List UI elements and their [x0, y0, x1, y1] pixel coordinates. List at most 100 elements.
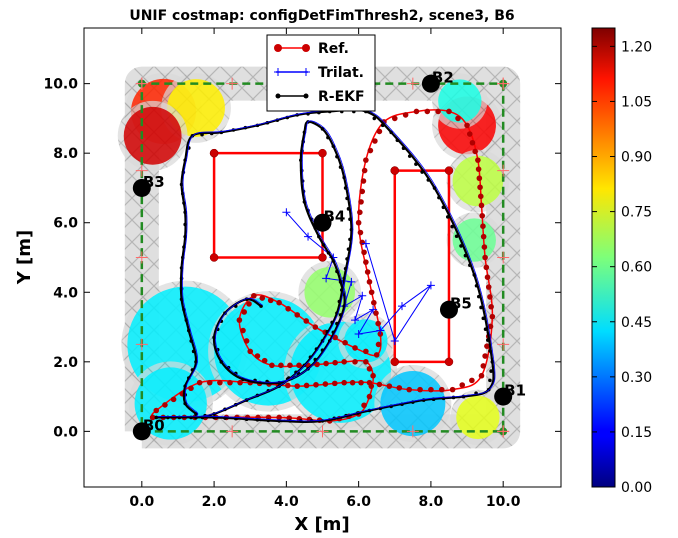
r-ekf-point [183, 222, 187, 227]
ref-trajectory-point [480, 223, 486, 230]
r-ekf-point [331, 144, 336, 149]
r-ekf-point [459, 244, 463, 248]
y-tick-label: 0.0 [53, 424, 78, 440]
r-ekf-point [320, 348, 325, 353]
r-ekf-point [288, 419, 292, 423]
r-ekf-point [338, 165, 343, 169]
r-ekf-point [488, 349, 492, 353]
ref-trajectory-point [352, 345, 358, 351]
r-ekf-point [348, 237, 352, 242]
r-ekf-point [337, 299, 342, 304]
legend-marker [274, 44, 282, 52]
beacon-label: B4 [324, 208, 346, 226]
ref-trajectory-point [342, 339, 348, 346]
ref-trajectory-point [243, 338, 250, 344]
ref-trajectory-point [206, 379, 213, 386]
boundary-cross [497, 425, 510, 438]
boundary-cross [135, 251, 148, 264]
ref-trajectory-point [294, 383, 301, 389]
trilat-point [351, 316, 360, 325]
ref-trajectory-point [480, 363, 487, 369]
beacon-marker [313, 213, 332, 232]
y-tick-label: 4.0 [53, 285, 78, 301]
ref-trajectory-point [361, 167, 368, 174]
beacon-marker [439, 300, 458, 319]
ref-trajectory-point [482, 353, 488, 359]
legend: Ref. Trilat. R-EKF [266, 34, 376, 112]
r-ekf-point [331, 330, 336, 335]
beacon-marker [132, 178, 151, 197]
r-ekf-point [327, 339, 332, 343]
r-ekf-point [339, 288, 344, 292]
ref-trajectory-point [472, 148, 478, 155]
ref-trajectory-point [357, 229, 364, 236]
boundary-cross [497, 251, 510, 264]
boundary-cross [406, 77, 419, 90]
ref-trajectory-point [341, 359, 347, 365]
ref-trajectory-point [376, 381, 383, 388]
reference-point [318, 148, 327, 158]
r-ekf-point [407, 154, 412, 158]
r-ekf-point [445, 215, 450, 219]
r-ekf-point [335, 269, 339, 274]
ref-trajectory-point [366, 379, 373, 386]
y-axis-ticks: 0.0 2.0 4.0 6.0 8.0 10.0 [43, 77, 561, 440]
ref-trajectory-point [352, 359, 358, 365]
costmap-patch [304, 266, 356, 318]
r-ekf-point [179, 182, 184, 187]
boundary-cross [316, 425, 329, 438]
ref-trajectory-point [153, 407, 160, 414]
costmap-patch [452, 155, 504, 207]
reference-paths [209, 148, 454, 367]
series-trilat-overlay [157, 108, 496, 422]
costmap-patch [452, 218, 496, 262]
ref-trajectory-point [188, 385, 194, 392]
ref-trajectory-point [483, 264, 490, 271]
ref-trajectory-point [487, 294, 493, 300]
r-ekf-point [209, 131, 214, 136]
r-ekf-point [299, 168, 304, 173]
legend-label: Ref. [318, 41, 349, 57]
ref-trajectory-point [438, 386, 445, 393]
r-ekf-point [186, 328, 191, 333]
r-ekf-point [401, 146, 406, 151]
ref-trajectory-point [303, 382, 310, 389]
ref-trajectory-point [303, 318, 310, 324]
colorbar: 0.00 0.15 0.30 0.45 0.60 0.75 0.90 1.05 1.20 [591, 27, 652, 496]
ref-trajectory-point [435, 108, 441, 115]
ref-trajectory-point [241, 309, 248, 315]
r-ekf-point [346, 247, 351, 251]
ref-trajectory-point [482, 254, 488, 261]
ref-trajectory-point [332, 359, 338, 366]
colorbar-tick-label: 0.00 [621, 480, 652, 496]
colorbar-gradient [591, 27, 616, 488]
ref-trajectory-point [366, 393, 373, 400]
r-ekf-point [200, 132, 204, 137]
ref-trajectory-point [459, 382, 466, 388]
r-ekf-point [330, 320, 334, 325]
ref-trajectory-point [323, 360, 329, 367]
r-ekf-point [479, 305, 483, 310]
ref-trajectory-point [355, 219, 362, 226]
r-ekf-point [219, 360, 224, 364]
r-ekf-point [335, 321, 339, 326]
ref-trajectory-point [371, 299, 377, 306]
ref-trajectory-point [481, 244, 488, 250]
r-ekf-point [183, 210, 187, 215]
beacon-label: B0 [143, 416, 165, 434]
ref-trajectory-point [373, 352, 380, 358]
boundary-cross [226, 425, 239, 438]
reference-point [209, 148, 219, 158]
ref-trajectory-point [331, 380, 338, 387]
r-ekf-point [481, 316, 486, 321]
ref-trajectory-point [359, 239, 366, 246]
ref-trajectory-point [237, 379, 243, 386]
x-tick-label: 6.0 [346, 494, 371, 510]
colorbar-tick-label: 0.60 [621, 260, 652, 276]
ref-trajectory-point [361, 402, 367, 409]
y-tick-label: 8.0 [53, 146, 78, 162]
r-ekf-point [468, 263, 472, 268]
ref-trajectory-point [269, 362, 275, 369]
ref-trajectory-point [363, 359, 369, 365]
boundary-cross [135, 164, 148, 177]
